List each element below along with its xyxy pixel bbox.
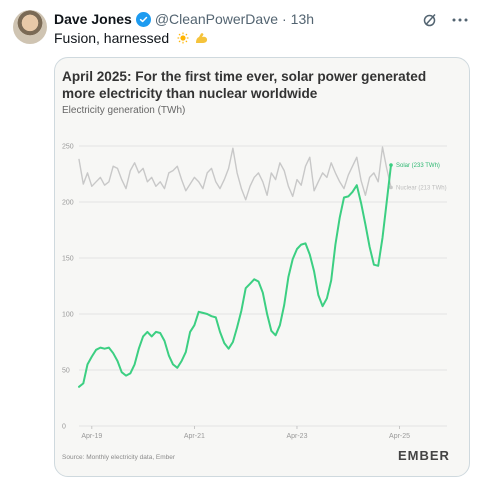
solar-series-line (78, 164, 392, 388)
chart-subtitle: Electricity generation (TWh) (62, 105, 186, 116)
sun-emoji-icon (177, 31, 189, 44)
nuclear-series-label: Nuclear (213 TWh) (396, 185, 447, 191)
source-note: Source: Monthly electricity data, Ember (62, 454, 176, 461)
post-actions-top (421, 11, 469, 29)
post-text: Fusion, harnessed (54, 30, 208, 46)
grok-icon[interactable] (421, 11, 439, 29)
avatar[interactable] (13, 10, 47, 44)
y-tick-label: 150 (62, 256, 74, 263)
ember-logo: EMBER (398, 448, 450, 463)
chart-headline: April 2025: For the first time ever, sol… (62, 69, 427, 101)
verified-badge-icon[interactable] (135, 11, 151, 27)
post-text-body: Fusion, harnessed (54, 30, 170, 46)
separator: · (281, 11, 287, 27)
x-tick-label: Apr-23 (286, 433, 307, 440)
y-tick-label: 250 (62, 144, 74, 151)
author-handle[interactable]: @CleanPowerDave (154, 11, 278, 27)
nuclear-series-line (78, 146, 392, 201)
more-icon[interactable] (451, 11, 469, 29)
author-name[interactable]: Dave Jones (54, 11, 132, 27)
post-header: Dave Jones @CleanPowerDave · 13h (54, 11, 314, 27)
line-chart: 0 50 100 150 200 250 Apr-19 Apr-21 Apr-23 Apr-25… (62, 144, 447, 440)
y-tick-label: 50 (62, 368, 70, 375)
solar-series-label: Solar (233 TWh) (396, 163, 440, 169)
x-tick-label: Apr-19 (81, 433, 102, 440)
chart-image[interactable]: April 2025: For the first time ever, sol… (54, 57, 470, 477)
flexed-biceps-emoji-icon (195, 31, 208, 43)
x-tick-label: Apr-25 (389, 433, 410, 440)
y-tick-label: 0 (62, 424, 66, 431)
y-tick-label: 200 (62, 200, 74, 207)
nuclear-end-point (389, 185, 393, 190)
timestamp[interactable]: 13h (290, 11, 315, 27)
solar-end-point (389, 163, 393, 167)
x-tick-label: Apr-21 (184, 433, 205, 440)
y-tick-label: 100 (62, 312, 74, 319)
